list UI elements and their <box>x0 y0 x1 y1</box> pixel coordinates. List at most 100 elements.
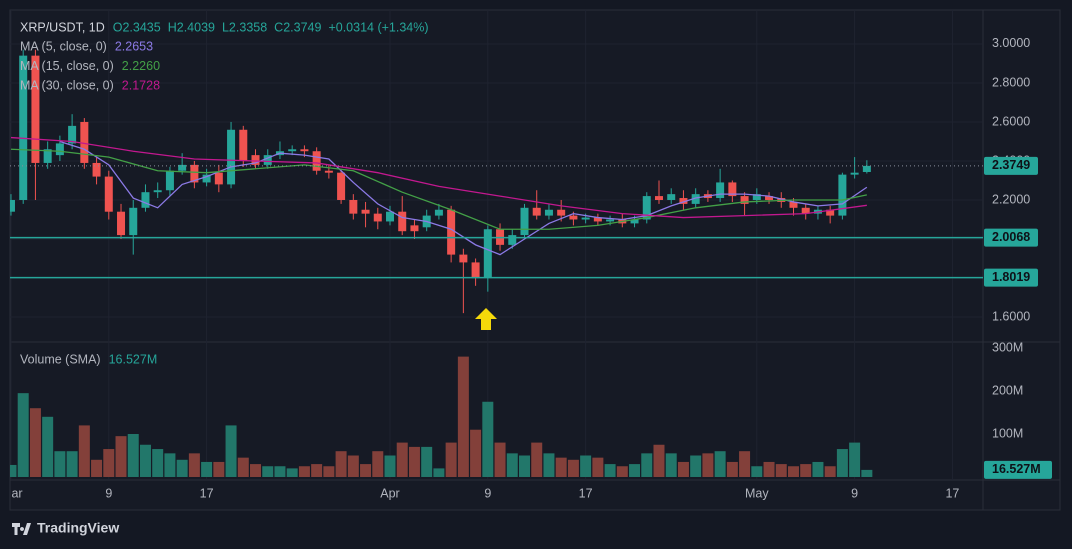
volume-bar <box>54 451 66 477</box>
x-tick-label: 9 <box>484 486 491 500</box>
candle-body <box>654 196 663 200</box>
candle-body <box>789 201 798 208</box>
volume-bar <box>42 416 54 477</box>
brand-name: TradingView <box>37 520 119 536</box>
volume-bar <box>677 461 689 477</box>
candle-body <box>520 207 529 236</box>
candle-body <box>434 209 443 216</box>
volume-bar <box>787 466 799 477</box>
candle-body <box>508 235 517 245</box>
volume-bar <box>629 464 641 477</box>
x-tick-label: 17 <box>945 486 959 500</box>
volume-bar <box>66 451 78 477</box>
x-tick-label: 17 <box>579 486 593 500</box>
candle-body <box>386 211 395 222</box>
candle-body <box>227 129 236 185</box>
candle-body <box>202 174 211 183</box>
candle-body <box>642 196 651 220</box>
volume-bar <box>861 469 873 477</box>
candle-body <box>239 129 248 161</box>
volume-bar <box>213 461 225 477</box>
volume-bar <box>127 434 139 477</box>
candle-body <box>667 194 676 200</box>
volume-bar <box>433 468 445 477</box>
legend-value: 2.2260 <box>122 59 160 73</box>
candle-body <box>752 194 761 200</box>
legend-name: MA (5, close, 0) <box>20 39 107 53</box>
volume-bar <box>78 425 90 477</box>
candle-body <box>19 55 28 200</box>
candle-body <box>153 190 162 193</box>
volume-bar <box>152 449 164 477</box>
volume-bar <box>10 464 17 477</box>
quote-value: O2.3435 <box>113 20 161 34</box>
candle-body <box>141 192 150 208</box>
volume-bar <box>188 453 200 477</box>
candle-body <box>117 211 126 236</box>
candle-body <box>765 196 774 200</box>
volume-bar <box>421 446 433 477</box>
volume-bar <box>237 457 249 477</box>
volume-bar <box>849 442 861 477</box>
volume-bar <box>347 455 359 477</box>
volume-bar <box>543 453 555 477</box>
volume-bar <box>372 451 384 477</box>
candle-body <box>398 211 407 232</box>
volume-bar <box>311 464 323 477</box>
volume-bar <box>225 425 237 477</box>
arrow-annotation <box>475 308 497 330</box>
candle-body <box>801 207 810 214</box>
candle-body <box>557 209 566 216</box>
volume-bar <box>298 466 310 477</box>
candle-body <box>68 125 77 144</box>
volume-bar <box>408 446 420 477</box>
quote-value: +0.0314 (+1.34%) <box>328 20 428 34</box>
candle-body <box>593 217 602 222</box>
legend: XRP/USDT, 1D O2.3435 H2.4039 L2.3358 C2.3749… <box>20 20 429 366</box>
brand-logo: TradingView <box>12 520 119 536</box>
quote-value: H2.4039 <box>168 20 215 34</box>
candle-body <box>288 149 297 152</box>
candle-body <box>630 219 639 224</box>
level-tag-label: 2.0068 <box>992 230 1030 244</box>
x-tick-label: May <box>745 486 769 500</box>
candle-body <box>569 215 578 220</box>
volume-bar <box>531 442 543 477</box>
volume-bar <box>702 453 714 477</box>
volume-bar <box>470 429 482 477</box>
candle-body <box>716 182 725 199</box>
volume-bar <box>580 455 592 477</box>
candle-body <box>544 209 553 216</box>
volume-bar <box>751 466 763 477</box>
volume-bar <box>262 466 274 477</box>
volume-bar <box>518 455 530 477</box>
volume-bar <box>800 464 812 477</box>
y-tick-label: 3.0000 <box>992 36 1030 50</box>
volume-bar <box>445 442 457 477</box>
candle-body <box>850 172 859 175</box>
y-tick-label: 300M <box>992 340 1023 354</box>
volume-bar <box>250 464 262 477</box>
volume-bar <box>616 466 628 477</box>
volume-bar <box>139 444 151 477</box>
ma-line <box>10 136 867 219</box>
candle-body <box>190 164 199 183</box>
candle-body <box>337 172 346 200</box>
candle-body <box>165 170 174 191</box>
volume-bars <box>10 356 873 477</box>
x-tick-label: 17 <box>200 486 214 500</box>
candle-body <box>581 217 590 220</box>
y-tick-label: 200M <box>992 383 1023 397</box>
candle-body <box>43 149 52 163</box>
volume-bar <box>274 466 286 477</box>
volume-bar <box>17 393 29 477</box>
volume-bar <box>29 408 41 477</box>
volume-bar <box>164 453 176 477</box>
volume-bar <box>384 455 396 477</box>
candle-body <box>312 151 321 171</box>
candle-body <box>10 199 15 212</box>
volume-bar <box>824 466 836 477</box>
candle-body <box>471 262 480 279</box>
volume-value: 16.527M <box>109 352 158 366</box>
